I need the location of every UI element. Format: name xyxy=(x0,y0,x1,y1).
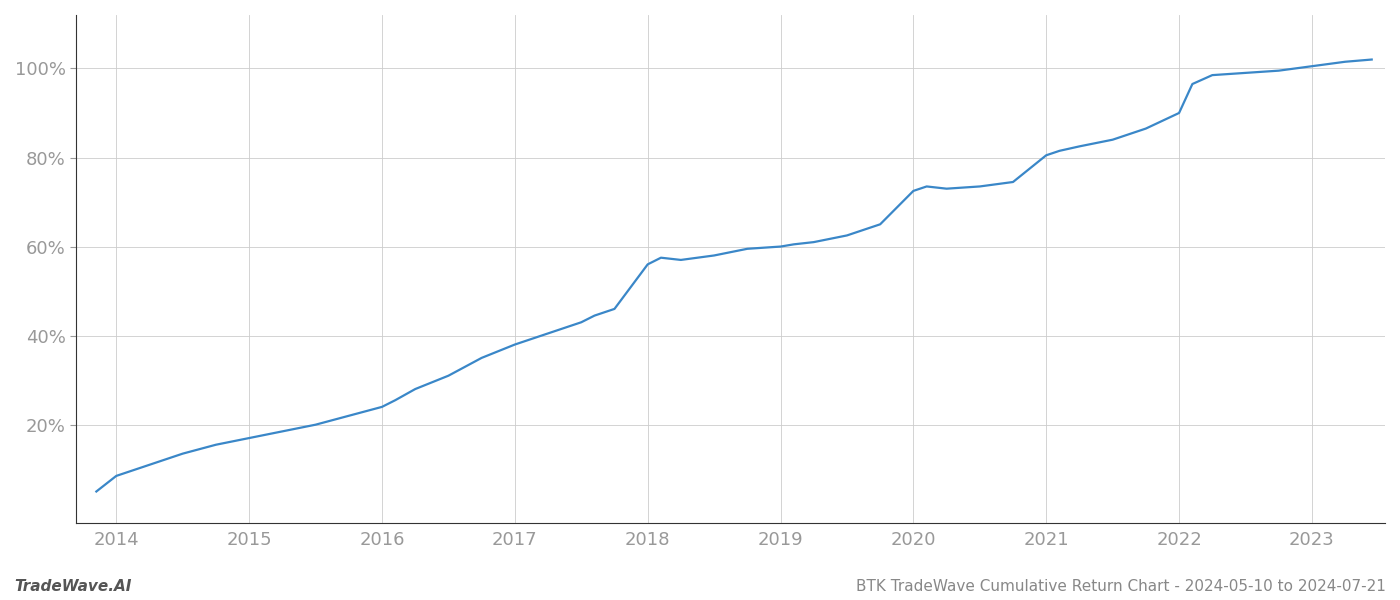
Text: BTK TradeWave Cumulative Return Chart - 2024-05-10 to 2024-07-21: BTK TradeWave Cumulative Return Chart - … xyxy=(857,579,1386,594)
Text: TradeWave.AI: TradeWave.AI xyxy=(14,579,132,594)
